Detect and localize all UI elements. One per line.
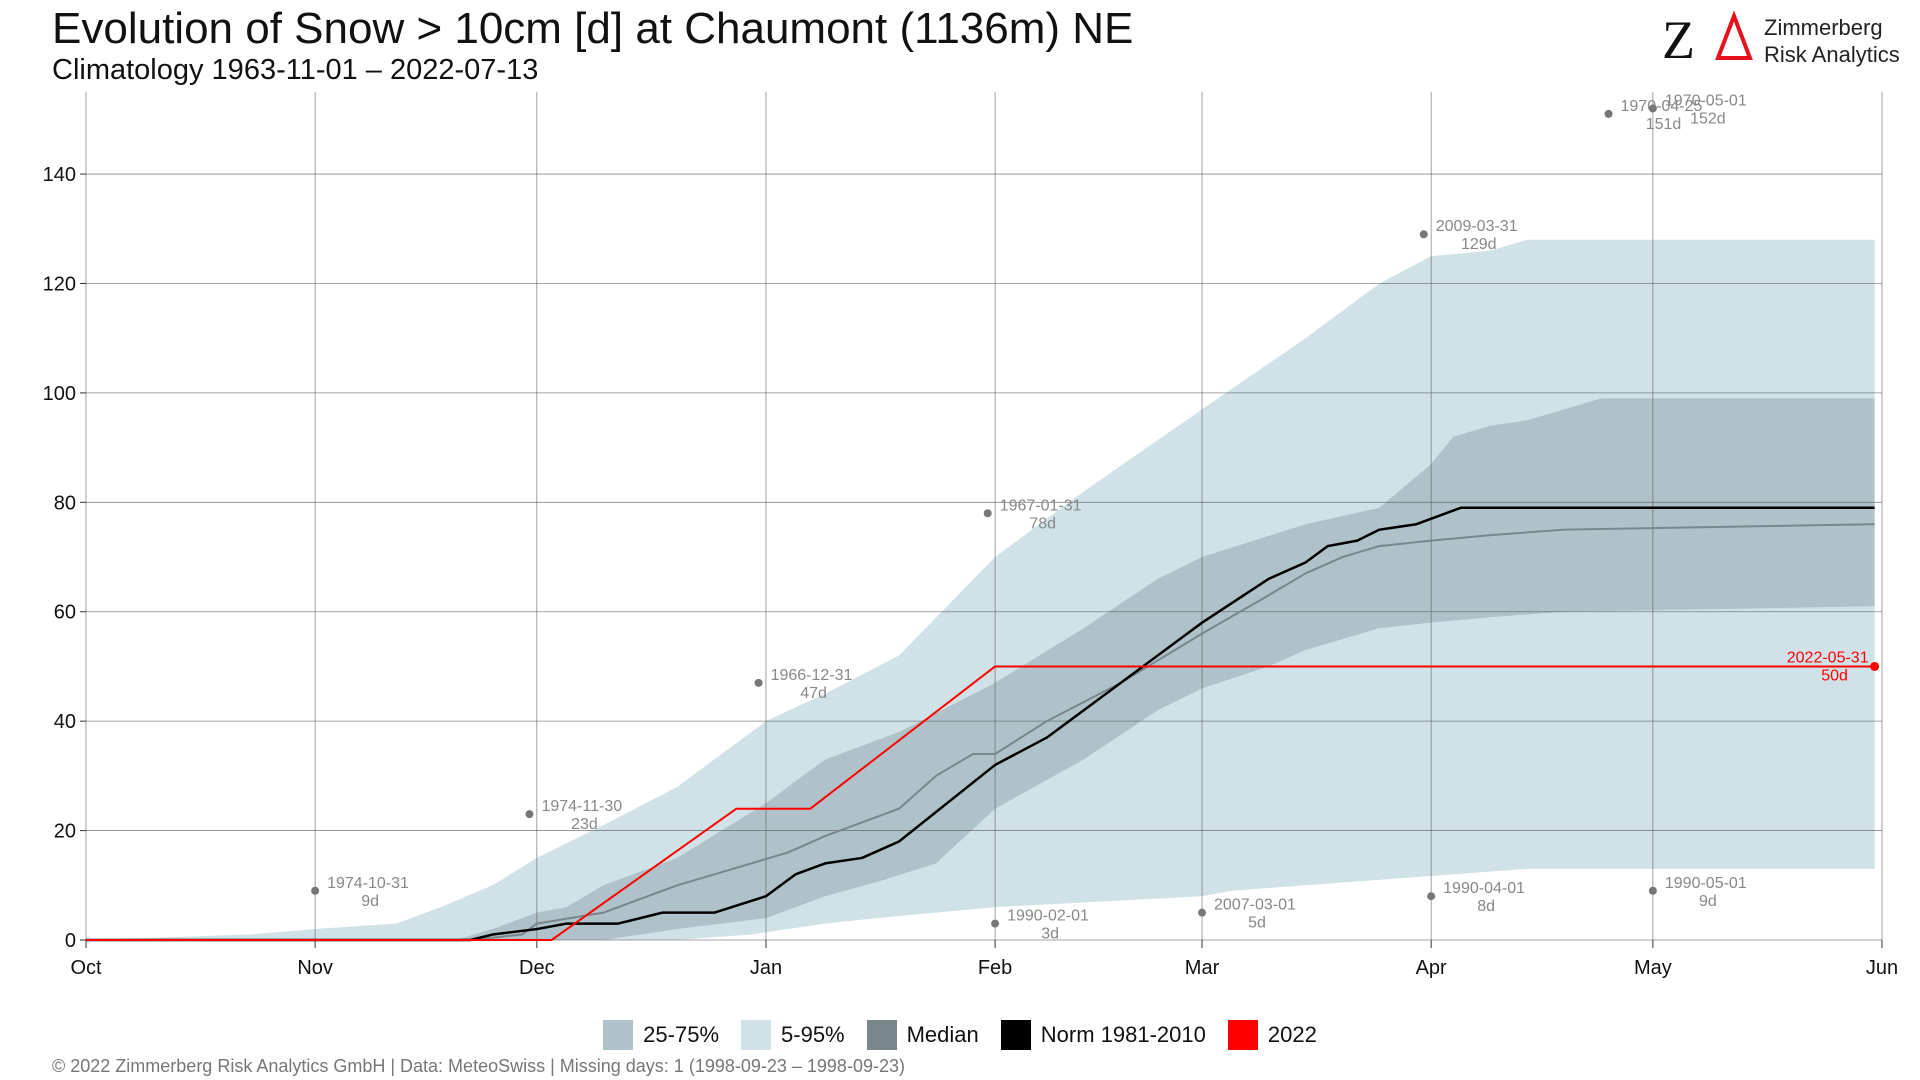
legend-swatch [1227, 1020, 1258, 1050]
annotation-value: 3d [1041, 926, 1059, 943]
legend-swatch [603, 1020, 634, 1050]
highlight-point [1870, 661, 1880, 671]
y-tick-label: 40 [54, 711, 76, 733]
y-tick-label: 20 [54, 821, 76, 843]
annotation-value: 152d [1690, 110, 1726, 127]
legend-label: Norm 1981-2010 [1040, 1022, 1206, 1047]
logo-text: Zimmerberg Risk Analytics [1764, 14, 1900, 68]
annotation-value: 129d [1461, 236, 1497, 253]
x-tick-label: Feb [978, 957, 1012, 979]
y-tick-label: 80 [54, 492, 76, 514]
y-tick-label: 120 [43, 273, 76, 295]
legend-label: Median [906, 1022, 979, 1047]
x-tick-label: Oct [70, 957, 102, 979]
annotation-point [525, 810, 534, 819]
annotation-point [1648, 886, 1657, 895]
snow-days-chart: 0 20 40 60 80 100 120 140 Oct Nov Dec Jan Feb Mar Apr M… [43, 92, 1898, 979]
annotation-value: 5d [1248, 915, 1266, 932]
annotation-value: 47d [800, 685, 827, 702]
band-25-75 [86, 398, 1875, 940]
annotation-value: 151d [1646, 116, 1682, 133]
zimmerberg-logo-icon: Z [1662, 10, 1753, 70]
legend-item: 2022 [1227, 1020, 1317, 1050]
y-tick-label: 100 [43, 383, 76, 405]
annotation-point [1198, 908, 1207, 917]
legend-item: Norm 1981-2010 [1000, 1020, 1206, 1050]
x-tick-label: Nov [297, 957, 333, 979]
annotation-point [1648, 104, 1657, 113]
chart-subtitle: Climatology 1963-11-01 – 2022-07-13 [52, 54, 539, 86]
series-line-median [86, 523, 1875, 941]
annotation-date: 1990-04-01 [1443, 880, 1525, 897]
highlight-date: 2022-05-31 [1787, 649, 1869, 666]
annotation-value: 8d [1477, 898, 1495, 915]
legend-item: Median [866, 1020, 979, 1050]
annotation-value: 9d [1699, 893, 1717, 910]
logo-line2: Risk Analytics [1764, 42, 1900, 67]
annotation-point [311, 886, 320, 895]
x-tick-label: Jun [1866, 957, 1898, 979]
annotation-value: 23d [571, 816, 598, 833]
series-line-norm-1981-2010 [86, 506, 1875, 942]
band-5-95 [86, 239, 1875, 940]
legend-label: 2022 [1267, 1022, 1317, 1047]
x-tick-label: Mar [1185, 957, 1220, 979]
annotation-value: 78d [1029, 515, 1056, 532]
legend-label: 5-95% [781, 1022, 845, 1047]
annotation-point [983, 509, 992, 518]
annotation-point [1604, 109, 1613, 118]
y-tick-label: 0 [65, 930, 76, 952]
annotation-point [754, 678, 763, 687]
annotation-value: 9d [361, 893, 379, 910]
annotation-date: 1990-02-01 [1007, 908, 1089, 925]
y-tick-label: 60 [54, 602, 76, 624]
annotation-point [1419, 230, 1428, 239]
highlight-value: 50d [1821, 667, 1848, 684]
annotation-point [991, 919, 1000, 928]
annotation-date: 1970-05-01 [1665, 92, 1747, 109]
x-tick-label: Jan [750, 957, 782, 979]
annotation-date: 2007-03-01 [1214, 897, 1296, 914]
x-tick-label: Dec [519, 957, 555, 979]
legend: 25-75% 5-95% Median Norm 1981-2010 2022 [0, 1020, 1920, 1050]
annotation-date: 1990-05-01 [1665, 875, 1747, 892]
annotation-point [1427, 892, 1436, 901]
svg-text:Z: Z [1662, 10, 1695, 70]
logo-line1: Zimmerberg [1764, 15, 1883, 40]
footer-credits: © 2022 Zimmerberg Risk Analytics GmbH | … [52, 1056, 905, 1076]
legend-item: 25-75% [603, 1020, 719, 1050]
annotation-date: 1966-12-31 [771, 667, 853, 684]
annotation-date: 1974-11-30 [541, 798, 622, 815]
annotation-date: 2009-03-31 [1436, 218, 1518, 235]
annotation-date: 1967-01-31 [1000, 497, 1082, 514]
annotation-date: 1970-04-25 [1621, 98, 1703, 115]
chart-title: Evolution of Snow > 10cm [d] at Chaumont… [52, 4, 1134, 53]
y-tick-label: 140 [43, 164, 76, 186]
legend-swatch [1000, 1020, 1031, 1050]
legend-swatch [741, 1020, 772, 1050]
legend-swatch [866, 1020, 897, 1050]
series-line-2022 [86, 665, 1875, 941]
x-tick-label: May [1634, 957, 1672, 979]
legend-item: 5-95% [741, 1020, 845, 1050]
x-tick-label: Apr [1416, 957, 1447, 979]
annotation-date: 1974-10-31 [327, 875, 409, 892]
legend-label: 25-75% [643, 1022, 720, 1047]
